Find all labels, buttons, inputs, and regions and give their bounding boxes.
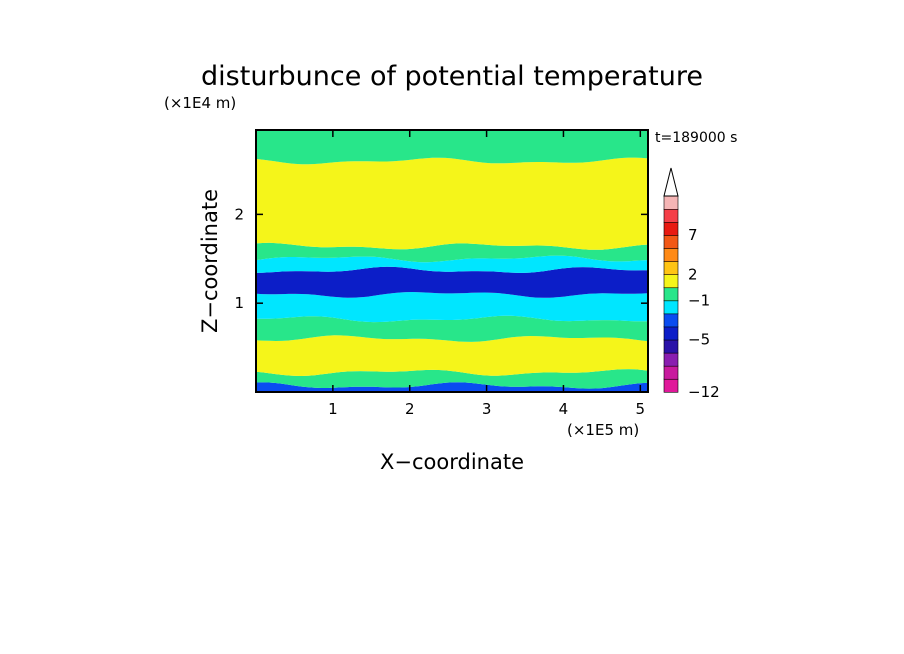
colorbar-tick-label: 2 [688,265,698,283]
field-band [256,369,648,389]
colorbar-swatch [663,234,679,249]
colorbar-swatch [663,261,679,275]
colorbar-swatch [663,300,679,315]
x-tick-label: 1 [328,400,338,418]
colorbar-swatch [663,339,679,354]
colorbar-tick-label: −5 [688,331,710,349]
colorbar-swatch [663,208,679,223]
x-tick-label: 4 [559,400,569,418]
time-label: t=189000 s [655,130,737,146]
field-band [256,242,648,263]
y-unit-label: (×1E4 m) [164,94,236,112]
colorbar-swatch [663,313,679,328]
colorbar-swatch [663,195,679,210]
field-band [256,255,648,273]
colorbar-swatch [663,352,679,367]
y-tick-label: 1 [234,294,244,312]
x-tick-label: 5 [636,400,646,418]
chart-title: disturbunce of potential temperature [201,61,703,92]
field-band [256,382,648,392]
field-band [256,292,648,323]
x-tick-label: 2 [405,400,415,418]
x-axis-label: X−coordinate [380,450,524,474]
colorbar-swatch [663,247,679,262]
plot-area [256,130,648,392]
colorbar-swatch [663,287,679,302]
field-band [256,315,648,342]
axis-ticks: 1 2 3 4 5 1 2 [234,130,648,418]
field-band [256,157,648,250]
colorbar-swatch [663,274,679,289]
colorbar-swatch [663,221,679,236]
plot-frame [255,129,649,393]
colorbar: −12−5−127 [663,167,720,401]
y-axis-label: Z−coordinate [198,189,222,333]
field-band [256,266,648,298]
colorbar-tick-label: −12 [688,383,720,401]
colorbar-tick-label: −1 [688,292,710,310]
colorbar-extend-arrow [663,167,679,197]
y-tick-label: 2 [234,205,244,223]
colorbar-swatch [663,326,679,341]
field-band [256,130,648,165]
colorbar-swatch [663,365,679,380]
field-band [256,335,648,376]
x-unit-label: (×1E5 m) [567,421,639,439]
colorbar-tick-label: 7 [688,226,698,244]
x-tick-label: 3 [482,400,492,418]
colorbar-swatch [663,378,679,393]
